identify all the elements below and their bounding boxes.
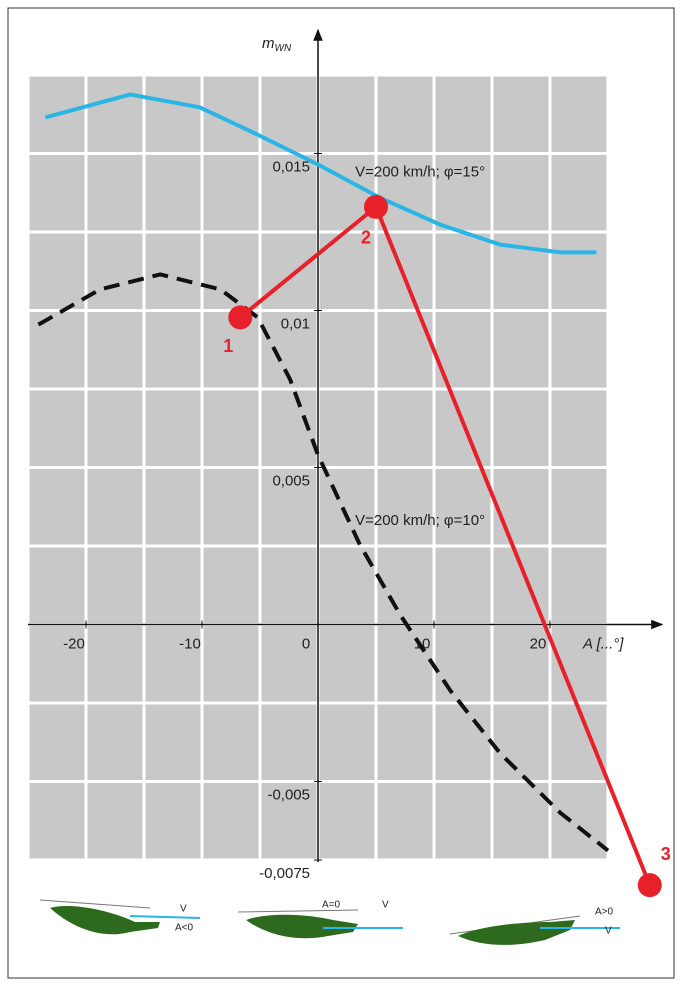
point: [228, 305, 253, 330]
x-tick-label: 0: [302, 635, 310, 652]
y-tick-label: -0,005: [267, 786, 310, 803]
x-axis-title: A [...°]: [582, 635, 624, 652]
y-tick-label: 0,01: [281, 315, 310, 332]
y-tick-label: 0,005: [272, 472, 310, 489]
series-line: [37, 272, 610, 853]
x-tick-label: 20: [530, 635, 547, 652]
helicopters: V A<0 A=0 V A>0 V: [39, 899, 620, 945]
y-axis-title: mWN: [262, 35, 292, 54]
helicopter: [449, 915, 620, 945]
point-label: 2: [361, 228, 371, 248]
x-tick-label: -10: [179, 635, 201, 652]
point: [364, 194, 388, 219]
heli-label: A=0: [322, 900, 341, 911]
point-label: 3: [661, 844, 671, 864]
heli-label: V: [605, 926, 612, 937]
y-axis-title: m: [262, 35, 275, 52]
y-tick-label: -0,0075: [259, 865, 310, 882]
heli-label: V: [180, 904, 187, 915]
annotation: V=200 km/h; φ=15°: [355, 163, 485, 180]
heli-label: V: [382, 900, 389, 911]
point: [637, 873, 662, 898]
heli-label: A>0: [595, 907, 614, 918]
y-axis-title-sub: WN: [275, 43, 292, 54]
helicopter: [39, 899, 201, 935]
y-tick-label: 0,015: [272, 158, 310, 175]
helicopter: [237, 909, 403, 939]
annotation: V=200 km/h; φ=10°: [355, 512, 485, 529]
heli-label: A<0: [175, 923, 194, 934]
series-line: [44, 92, 597, 255]
point-label: 1: [223, 336, 233, 356]
x-tick-label: -20: [63, 635, 85, 652]
